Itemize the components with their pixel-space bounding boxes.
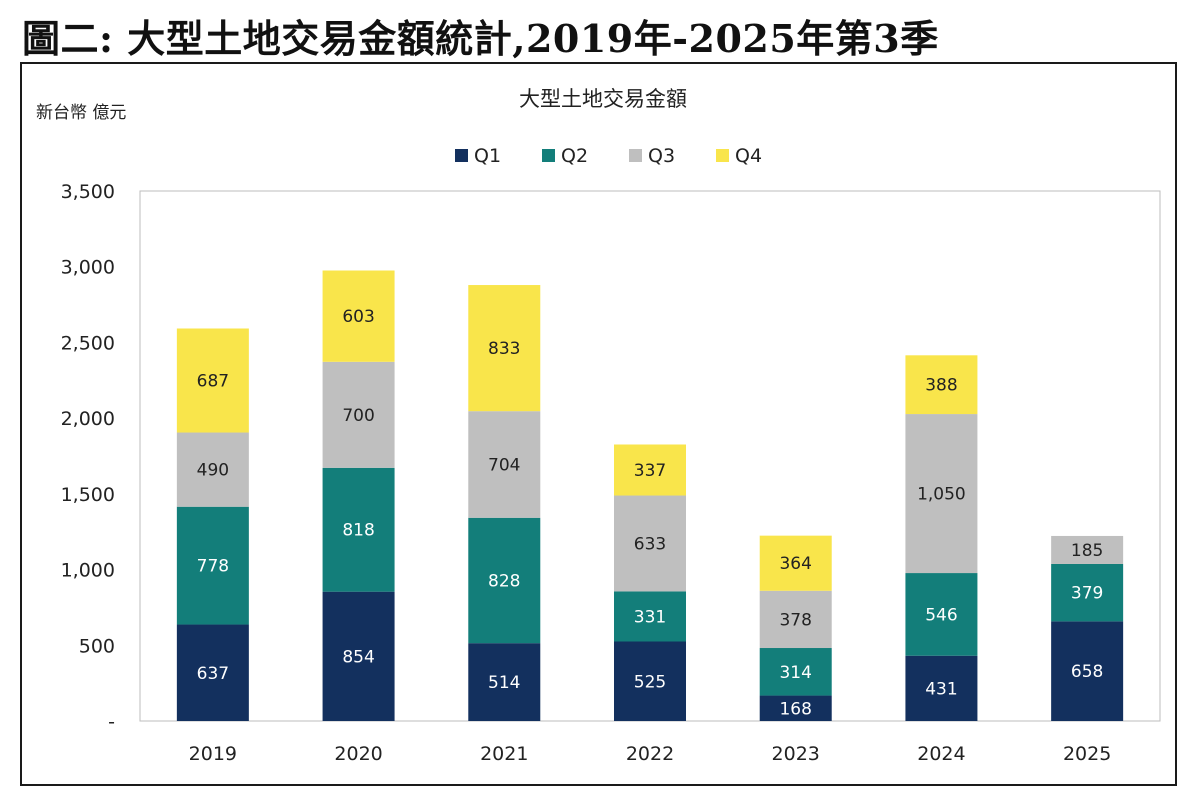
bar-segment-q3 <box>905 414 978 574</box>
bar-segment-q3 <box>176 432 249 507</box>
y-tick-label: - <box>108 711 115 733</box>
data-label: 185 <box>1071 541 1103 561</box>
page-title: 圖二: 大型土地交易金額統計,2019年-2025年第3季 <box>22 16 939 61</box>
y-tick-label: 1,500 <box>61 484 115 506</box>
bar-segment-q4 <box>759 535 832 591</box>
bar-segment-q2 <box>322 467 395 592</box>
bar-segment-q4 <box>905 355 978 415</box>
data-label: 833 <box>488 339 520 359</box>
data-label: 603 <box>342 307 374 327</box>
y-tick-label: 500 <box>79 635 115 657</box>
legend: Q1 Q2 Q3 Q4 <box>455 145 762 167</box>
bar-segment-q1 <box>322 591 395 721</box>
data-label: 314 <box>779 663 811 683</box>
legend-swatch-q2 <box>542 149 555 162</box>
bar-segment-q1 <box>759 695 832 721</box>
data-label: 658 <box>1071 662 1103 682</box>
data-label: 828 <box>488 571 520 591</box>
bar-segment-q2 <box>1051 563 1124 622</box>
data-label: 514 <box>488 673 520 693</box>
y-tick-label: 2,000 <box>61 408 115 430</box>
data-label: 854 <box>342 647 374 667</box>
bar-segment-q3 <box>1051 535 1124 564</box>
data-label: 818 <box>342 521 374 541</box>
bar-segment-q3 <box>614 495 686 592</box>
data-label: 331 <box>634 607 666 627</box>
bar-segment-q1 <box>614 641 686 721</box>
data-label: 379 <box>1071 584 1103 604</box>
data-label: 633 <box>634 534 666 554</box>
y-tick-label: 3,500 <box>61 181 115 203</box>
x-tick-label: 2019 <box>189 743 237 765</box>
bar-segment-q2 <box>176 506 249 625</box>
bar-segment-q4 <box>322 270 395 362</box>
legend-label-q3: Q3 <box>648 145 675 167</box>
legend-swatch-q4 <box>716 149 729 162</box>
bar-segment-q4 <box>614 444 686 496</box>
bar-segment-q2 <box>905 573 978 656</box>
legend-label-q4: Q4 <box>735 145 762 167</box>
bar-segment-q1 <box>468 643 541 721</box>
x-tick-label: 2024 <box>917 743 965 765</box>
y-tick-label: 3,000 <box>61 257 115 279</box>
legend-label-q1: Q1 <box>474 145 501 167</box>
data-label: 687 <box>197 372 229 392</box>
y-tick-label: 2,500 <box>61 332 115 354</box>
x-tick-label: 2022 <box>626 743 674 765</box>
x-tick-label: 2020 <box>334 743 382 765</box>
x-axis: 2019 2020 2021 2022 2023 2024 2025 <box>189 743 1112 765</box>
legend-swatch-q3 <box>629 149 642 162</box>
bar-segment-q3 <box>468 411 541 518</box>
data-label: 1,050 <box>917 485 966 505</box>
legend-swatch-q1 <box>455 149 468 162</box>
data-label: 704 <box>488 455 520 475</box>
data-label: 778 <box>197 557 229 577</box>
bar-segment-q2 <box>759 648 832 696</box>
data-label: 378 <box>779 610 811 630</box>
bar-segment-q1 <box>905 655 978 721</box>
bar-segment-q4 <box>176 328 249 433</box>
data-label: 364 <box>779 554 811 574</box>
data-label: 490 <box>197 461 229 481</box>
bar-segment-q1 <box>1051 621 1124 721</box>
bar-segment-q3 <box>759 590 832 649</box>
chart-title: 大型土地交易金額 <box>519 87 687 111</box>
bar-segment-q2 <box>468 517 541 644</box>
x-tick-label: 2025 <box>1063 743 1111 765</box>
data-label: 546 <box>925 605 957 625</box>
bar-segment-q4 <box>468 285 541 412</box>
bar-segment-q3 <box>322 361 395 468</box>
x-tick-label: 2021 <box>480 743 528 765</box>
legend-label-q2: Q2 <box>561 145 588 167</box>
bar-segment-q2 <box>614 591 686 642</box>
y-axis-unit-label: 新台幣 億元 <box>36 103 126 123</box>
data-label: 388 <box>925 376 957 396</box>
x-tick-label: 2023 <box>772 743 820 765</box>
chart-frame <box>20 62 1177 786</box>
data-label: 525 <box>634 672 666 692</box>
bars: 637 778 490 687 854 818 700 603 514 828 704 833 525 3… <box>176 270 1124 721</box>
data-label: 431 <box>925 679 957 699</box>
bar-segment-q1 <box>176 624 249 721</box>
data-label: 700 <box>342 406 374 426</box>
y-tick-label: 1,000 <box>61 560 115 582</box>
data-label: 637 <box>197 664 229 684</box>
y-axis: - 500 1,000 1,500 2,000 2,500 3,000 3,500 <box>61 181 115 733</box>
data-label: 168 <box>779 699 811 719</box>
data-label: 337 <box>634 461 666 481</box>
